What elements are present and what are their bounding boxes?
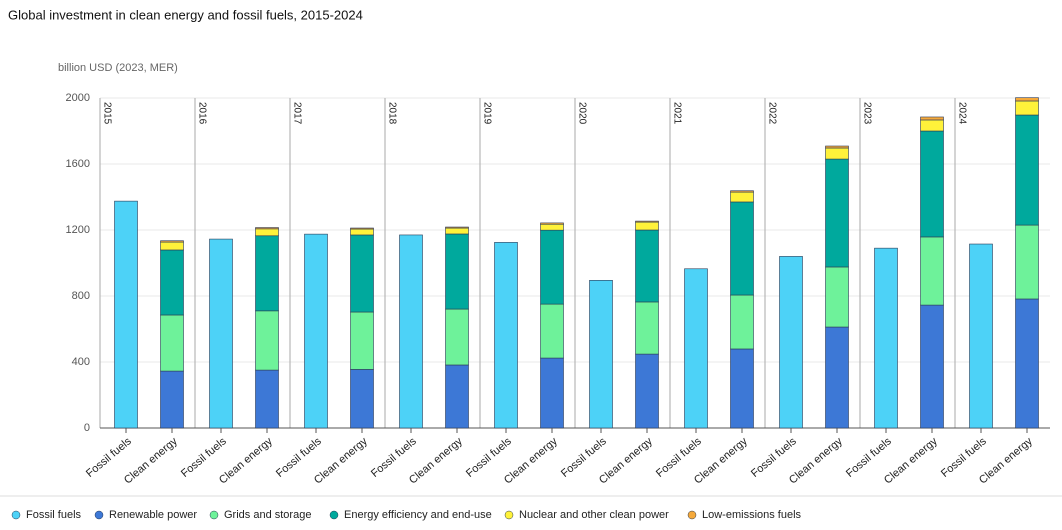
bar-segment <box>160 241 184 251</box>
bar-segment <box>540 222 564 225</box>
bar-segment <box>350 234 374 313</box>
bar-segment <box>635 221 659 231</box>
bar-segment <box>589 280 613 429</box>
legend-label: Renewable power <box>109 509 197 521</box>
bar-segment <box>969 243 993 429</box>
bar-segment <box>1015 100 1039 116</box>
bar-segment <box>635 353 659 429</box>
legend-label: Nuclear and other clean power <box>519 509 669 521</box>
legend-swatch <box>209 510 219 520</box>
group-label: 2015 <box>101 102 112 125</box>
bar-segment <box>304 233 328 429</box>
bar-segment <box>114 200 138 429</box>
bar-segment <box>684 268 708 429</box>
y-tick-label: 1200 <box>66 224 90 236</box>
bar-segment <box>540 223 564 231</box>
legend-swatch <box>687 510 697 520</box>
bar-segment <box>920 304 944 429</box>
bar-segment <box>445 308 469 366</box>
bar-segment <box>635 301 659 355</box>
bar-segment <box>399 234 423 429</box>
chart-title: Global investment in clean energy and fo… <box>8 7 363 22</box>
bar-segment <box>1015 224 1039 300</box>
bar-segment <box>874 247 898 429</box>
group-label: 2021 <box>671 102 682 125</box>
group-label: 2019 <box>481 102 492 125</box>
bar-segment <box>255 310 279 371</box>
bar-segment <box>445 364 469 429</box>
bar-segment <box>920 116 944 121</box>
bar-segment <box>160 249 184 316</box>
y-tick-label: 1600 <box>66 158 90 170</box>
bar-segment <box>160 370 184 429</box>
group-label: 2024 <box>956 102 967 125</box>
bar-segment <box>540 357 564 429</box>
bar-segment <box>445 227 469 235</box>
bar-segment <box>209 238 233 429</box>
group-label: 2018 <box>386 102 397 125</box>
bar-segment <box>825 266 849 328</box>
bar-segment <box>920 119 944 132</box>
bar-segment <box>635 220 659 223</box>
bar-segment <box>730 294 754 350</box>
legend-label: Energy efficiency and end-use <box>344 509 492 521</box>
y-axis-label: billion USD (2023, MER) <box>58 62 178 74</box>
bar-segment <box>445 226 469 229</box>
bar-segment <box>350 227 374 230</box>
legend-label: Fossil fuels <box>26 509 82 521</box>
bar-segment <box>255 227 279 230</box>
group-label: 2017 <box>291 102 302 125</box>
legend-swatch <box>504 510 514 520</box>
bar-segment <box>825 147 849 160</box>
y-tick-label: 2000 <box>66 92 90 104</box>
bar-segment <box>255 369 279 429</box>
bar-segment <box>494 242 518 429</box>
bar-segment <box>1015 298 1039 429</box>
legend-label: Low-emissions fuels <box>702 509 802 521</box>
bar-segment <box>730 201 754 296</box>
legend-swatch <box>329 510 339 520</box>
bar-segment <box>779 256 803 429</box>
bar-segment <box>730 190 754 193</box>
bar-segment <box>445 233 469 310</box>
group-label: 2020 <box>576 102 587 125</box>
bar-segment <box>730 191 754 203</box>
bar-segment <box>1015 114 1039 226</box>
bar-segment <box>160 314 184 372</box>
y-tick-label: 0 <box>84 422 90 434</box>
bar-segment <box>255 228 279 237</box>
bar-segment <box>540 229 564 305</box>
bar-segment <box>1015 97 1039 102</box>
bar-segment <box>350 369 374 429</box>
bar-segment <box>540 303 564 359</box>
group-label: 2023 <box>861 102 872 125</box>
bar-segment <box>825 158 849 268</box>
bar-segment <box>825 145 849 149</box>
bar-segment <box>350 228 374 236</box>
legend-swatch <box>94 510 104 520</box>
bar-segment <box>730 348 754 429</box>
bar-segment <box>635 229 659 303</box>
bar-segment <box>255 235 279 312</box>
bar-segment <box>825 326 849 429</box>
y-tick-label: 400 <box>72 356 90 368</box>
y-tick-label: 800 <box>72 290 90 302</box>
bar-segment <box>920 130 944 238</box>
group-label: 2016 <box>196 102 207 125</box>
legend-label: Grids and storage <box>224 509 311 521</box>
bar-segment <box>920 236 944 306</box>
bar-segment <box>350 311 374 370</box>
bar-segment <box>160 240 184 243</box>
legend-swatch <box>11 510 21 520</box>
group-label: 2022 <box>766 102 777 125</box>
